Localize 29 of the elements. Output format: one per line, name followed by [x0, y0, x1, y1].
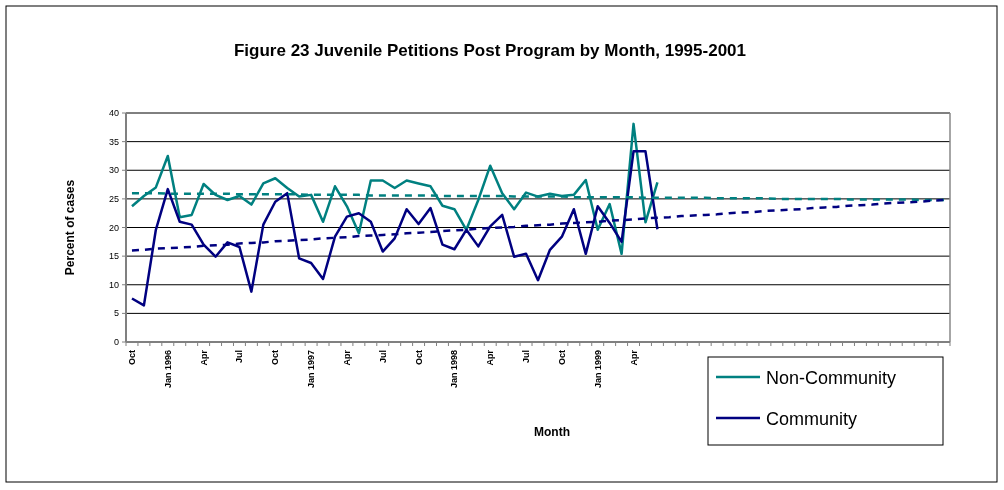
- y-tick-label: 30: [108, 165, 119, 176]
- y-tick-label: 5: [113, 308, 119, 319]
- x-tick-label: Apr: [341, 349, 352, 366]
- y-tick-label: 35: [108, 136, 119, 147]
- x-axis-title: Month: [534, 425, 570, 439]
- x-tick-label: Jul: [377, 350, 388, 364]
- y-tick-label: 15: [108, 251, 119, 262]
- x-tick-label: Apr: [628, 349, 639, 366]
- x-tick-label: Jan 1997: [306, 350, 317, 389]
- y-tick-label: 10: [108, 279, 119, 290]
- y-tick-label: 40: [108, 108, 119, 118]
- x-tick-label: Jan 1998: [449, 350, 460, 389]
- x-tick-label: Oct: [270, 350, 281, 366]
- y-tick-label: 25: [108, 193, 119, 204]
- y-tick-label: 0: [113, 337, 119, 347]
- x-tick-label: Oct: [126, 350, 137, 366]
- legend-label: Non-Community: [766, 368, 897, 388]
- y-tick-label: 20: [108, 222, 119, 233]
- x-tick-label: Jan 1996: [162, 350, 173, 389]
- x-tick-label: Oct: [413, 350, 424, 366]
- chart-title: Figure 23 Juvenile Petitions Post Program by Month, 1995-2001: [233, 41, 747, 60]
- legend-label: Community: [766, 409, 858, 429]
- x-tick-label: Jul: [521, 350, 532, 364]
- x-tick-label: Jan 1999: [592, 350, 603, 389]
- y-axis-title: Percent of cases: [63, 179, 77, 276]
- x-tick-label: Oct: [556, 350, 567, 366]
- x-tick-label: Apr: [198, 349, 209, 366]
- x-tick-label: Jul: [234, 350, 245, 364]
- x-tick-label: Apr: [485, 349, 496, 366]
